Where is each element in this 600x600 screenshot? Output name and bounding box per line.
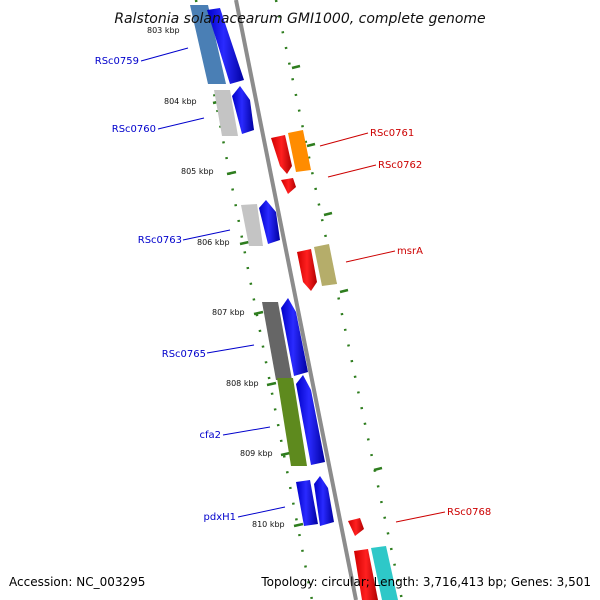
tick-label: 804 kbp <box>164 97 197 106</box>
tick-label: 805 kbp <box>181 167 214 176</box>
tick-mark <box>239 240 250 246</box>
gene-arrow-forward[interactable] <box>281 298 308 376</box>
dot-tracks <box>194 0 404 600</box>
tick-label: 810 kbp <box>252 520 285 529</box>
connector-line <box>140 47 189 62</box>
gene-label[interactable]: RSc0762 <box>378 160 422 171</box>
reverse-genes <box>271 130 398 600</box>
gene-label[interactable]: RSc0761 <box>370 128 414 139</box>
cog-bar[interactable] <box>314 244 337 286</box>
tick-mark <box>306 142 316 148</box>
tick-label: 806 kbp <box>197 238 230 247</box>
gene-arrow-forward[interactable] <box>314 476 334 526</box>
connector-line <box>395 511 446 523</box>
cog-bar[interactable] <box>288 130 311 172</box>
gene-arrow-forward[interactable] <box>296 375 325 465</box>
connector-line <box>206 344 255 354</box>
gene-arrow-forward[interactable] <box>232 86 254 134</box>
gene-label[interactable]: pdxH1 <box>204 512 237 523</box>
connector-line <box>222 426 271 436</box>
tick-labels: 803 kbp 804 kbp 805 kbp 806 kbp 807 kbp … <box>147 26 285 529</box>
tick-mark <box>373 466 383 472</box>
gene-label[interactable]: RSc0763 <box>138 235 182 246</box>
gene-label[interactable]: cfa2 <box>199 430 221 441</box>
gene-arrow-reverse[interactable] <box>281 178 296 194</box>
label-connectors <box>140 47 446 523</box>
gene-arrow-reverse[interactable] <box>348 518 364 536</box>
cog-bar[interactable] <box>241 204 263 246</box>
gene-arrow-reverse[interactable] <box>297 249 317 291</box>
cog-bar[interactable] <box>371 546 398 600</box>
tick-mark <box>253 310 264 316</box>
connector-line <box>182 229 231 241</box>
tick-label: 809 kbp <box>240 449 273 458</box>
tick-mark <box>323 211 333 217</box>
cog-bar[interactable] <box>214 90 238 136</box>
inner-dot-track <box>194 0 314 600</box>
cog-bar[interactable] <box>190 5 226 84</box>
gene-arrow-forward[interactable] <box>296 480 318 526</box>
gene-label[interactable]: RSc0760 <box>112 124 156 135</box>
genome-backbone <box>234 0 358 600</box>
tick-mark <box>280 451 291 457</box>
tick-mark <box>293 522 304 528</box>
tick-label: 803 kbp <box>147 26 180 35</box>
gene-arrow-forward[interactable] <box>259 200 280 244</box>
gene-label[interactable]: RSc0765 <box>162 349 206 360</box>
gene-arrow-reverse[interactable] <box>354 549 378 600</box>
tick-label: 808 kbp <box>226 379 259 388</box>
gene-arrow-reverse[interactable] <box>271 135 292 174</box>
gene-label[interactable]: RSc0759 <box>95 56 139 67</box>
cog-bar[interactable] <box>262 302 292 380</box>
topology-summary: Topology: circular; Length: 3,716,413 bp… <box>260 575 591 589</box>
forward-genes <box>190 5 334 526</box>
connector-line <box>319 132 369 147</box>
connector-line <box>327 164 377 178</box>
cog-bar[interactable] <box>277 378 307 466</box>
tick-mark <box>226 170 237 176</box>
tick-label: 807 kbp <box>212 308 245 317</box>
gene-label[interactable]: msrA <box>397 246 423 257</box>
gene-arrow-forward[interactable] <box>207 8 244 84</box>
gene-label[interactable]: RSc0768 <box>447 507 491 518</box>
map-title: Ralstonia solanacearum GMI1000, complete… <box>114 11 485 27</box>
connector-line <box>237 506 286 518</box>
tick-mark <box>266 381 277 387</box>
tick-mark <box>339 288 349 294</box>
connector-line <box>157 117 205 130</box>
accession-text: Accession: NC_003295 <box>9 575 145 589</box>
tick-mark <box>291 64 301 70</box>
gene-labels: RSc0759 RSc0760 RSc0763 RSc0765 cfa2 pdx… <box>95 56 492 523</box>
connector-line <box>345 250 396 263</box>
